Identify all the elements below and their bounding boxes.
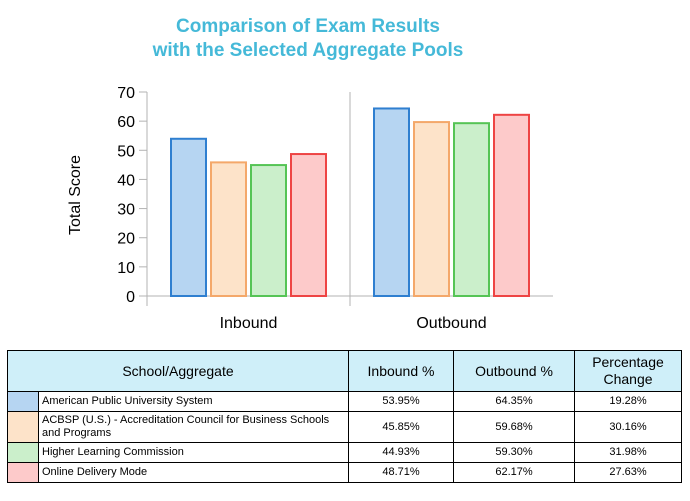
table-row: Online Delivery Mode 48.71% 62.17% 27.63…	[7, 462, 682, 483]
color-swatch	[7, 391, 39, 412]
bar	[210, 161, 247, 297]
color-swatch	[7, 462, 39, 483]
x-tick-label: Outbound	[416, 315, 486, 332]
bar	[250, 164, 287, 297]
header-school: School/Aggregate	[7, 350, 349, 392]
school-name: ACBSP (U.S.) - Accreditation Council for…	[38, 411, 349, 443]
results-table: School/Aggregate Inbound % Outbound % Pe…	[7, 350, 682, 483]
school-name: Higher Learning Commission	[38, 442, 349, 463]
color-swatch	[7, 411, 39, 443]
bar	[170, 137, 207, 297]
y-tick-label: 40	[117, 172, 135, 189]
chart-title-line-2: with the Selected Aggregate Pools	[152, 40, 464, 61]
inbound-value: 53.95%	[348, 391, 454, 412]
outbound-value: 64.35%	[453, 391, 575, 412]
school-name: American Public University System	[38, 391, 349, 412]
y-tick-label: 30	[117, 202, 135, 219]
bar	[290, 153, 327, 297]
y-tick-label: 50	[117, 143, 135, 160]
table-row: American Public University System 53.95%…	[7, 391, 682, 412]
change-value: 27.63%	[574, 462, 682, 483]
y-tick-label: 60	[117, 114, 135, 131]
school-name: Online Delivery Mode	[38, 462, 349, 483]
outbound-value: 59.30%	[453, 442, 575, 463]
x-tick-label: Inbound	[220, 315, 278, 332]
color-swatch	[7, 442, 39, 463]
table-header-row: School/Aggregate Inbound % Outbound % Pe…	[7, 350, 682, 392]
inbound-value: 44.93%	[348, 442, 454, 463]
header-change: Percentage Change	[574, 350, 682, 392]
plot-area: 0 10 20 30 40 50 60 70 Inbound Outbound	[117, 85, 553, 332]
bar	[493, 113, 530, 297]
change-value: 31.98%	[574, 442, 682, 463]
table-row: ACBSP (U.S.) - Accreditation Council for…	[7, 411, 682, 443]
table-row: Higher Learning Commission 44.93% 59.30%…	[7, 442, 682, 463]
bar	[373, 107, 410, 297]
y-tick-label: 20	[117, 231, 135, 248]
outbound-value: 59.68%	[453, 411, 575, 443]
chart-title-line-1: Comparison of Exam Results	[176, 16, 440, 37]
change-value: 19.28%	[574, 391, 682, 412]
outbound-value: 62.17%	[453, 462, 575, 483]
bar	[453, 122, 490, 297]
header-inbound: Inbound %	[348, 350, 454, 392]
bar-chart: Comparison of Exam Results with the Sele…	[67, 16, 553, 332]
header-outbound: Outbound %	[453, 350, 575, 392]
change-value: 30.16%	[574, 411, 682, 443]
y-axis-label: Total Score	[67, 155, 84, 235]
bar	[413, 121, 450, 298]
y-tick-label: 70	[117, 85, 135, 102]
inbound-value: 48.71%	[348, 462, 454, 483]
inbound-value: 45.85%	[348, 411, 454, 443]
y-tick-label: 0	[126, 289, 135, 306]
y-tick-label: 10	[117, 260, 135, 277]
